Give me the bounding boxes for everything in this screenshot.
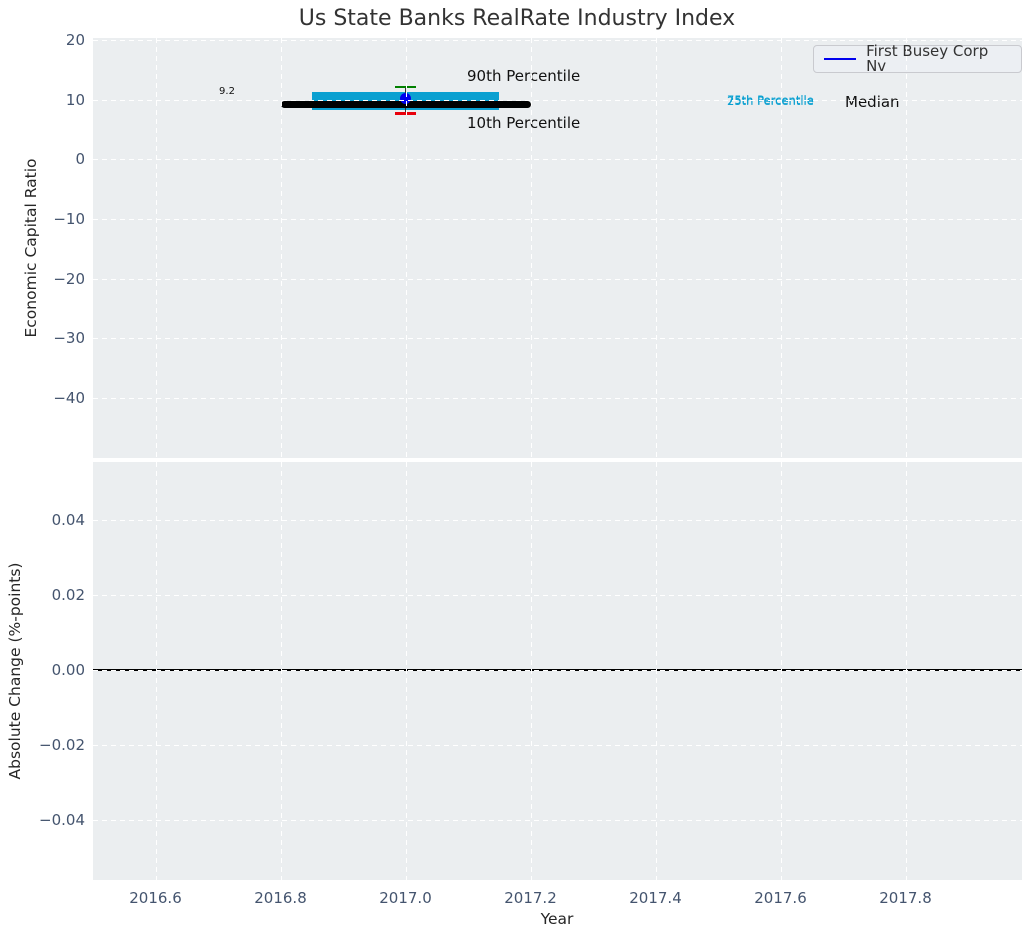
bottom-y-tick-label: 0.02 <box>51 586 85 604</box>
p25-annotation: 25th Percentile <box>727 94 814 108</box>
gridline-vertical <box>155 462 157 880</box>
bottom-y-tick-label: 0.04 <box>51 511 85 529</box>
x-tick-label: 2017.6 <box>754 889 807 907</box>
x-tick-label: 2016.6 <box>129 889 182 907</box>
chart-title: Us State Banks RealRate Industry Index <box>298 6 736 31</box>
x-tick-label: 2017.2 <box>504 889 557 907</box>
gridline-vertical <box>405 38 407 458</box>
top-y-tick-label: −10 <box>53 210 85 228</box>
gridline-horizontal <box>93 39 1022 41</box>
bottom-y-tick-label: 0.00 <box>51 661 85 679</box>
gridline-horizontal <box>93 278 1022 280</box>
x-tick-label: 2016.8 <box>254 889 307 907</box>
legend-line-swatch <box>824 57 857 61</box>
top-y-tick-label: −20 <box>53 269 85 288</box>
bottom-axes <box>93 462 1022 880</box>
gridline-vertical <box>780 38 782 458</box>
median-annotation: Median <box>845 93 900 111</box>
x-axis-label: Year <box>540 910 574 928</box>
gridline-vertical <box>780 462 782 880</box>
gridline-vertical <box>280 38 282 458</box>
gridline-vertical <box>280 462 282 880</box>
gridline-vertical <box>905 462 907 880</box>
bottom-y-tick-label: −0.04 <box>39 811 85 829</box>
gridline-horizontal <box>93 99 1022 101</box>
legend-label: First Busey Corp Nv <box>866 42 989 75</box>
p90-annotation: 90th Percentile <box>467 67 581 85</box>
gridline-horizontal <box>93 745 1022 746</box>
x-tick-label: 2017.0 <box>379 889 432 907</box>
gridline-vertical <box>655 462 657 880</box>
top-y-tick-label: −40 <box>53 389 85 408</box>
top-y-tick-label: 10 <box>65 90 85 109</box>
gridline-horizontal <box>93 338 1022 340</box>
gridline-vertical <box>530 462 532 880</box>
top-y-tick-label: 20 <box>65 30 85 49</box>
gridline-vertical <box>655 38 657 458</box>
gridline-horizontal <box>93 595 1022 596</box>
gridline-horizontal <box>93 520 1022 521</box>
p10-annotation: 10th Percentile <box>467 114 581 132</box>
gridline-horizontal <box>93 820 1022 821</box>
legend: First Busey Corp Nv <box>813 42 1022 75</box>
gridline-horizontal <box>93 398 1022 400</box>
x-tick-label: 2017.4 <box>629 889 682 907</box>
gridline-horizontal <box>93 219 1022 220</box>
gridline-vertical <box>405 462 407 880</box>
top-axes: 9.2 90th Percentile 10th Percentile 25th… <box>93 38 1022 458</box>
gridline-vertical <box>530 38 532 458</box>
top-y-tick-label: −30 <box>53 329 85 348</box>
bottom-y-tick-label: −0.02 <box>39 736 85 754</box>
gridline-vertical <box>155 38 157 458</box>
top-y-tick-label: 0 <box>75 150 85 169</box>
median-value-annotation: 9.2 <box>219 86 235 97</box>
x-tick-label: 2017.8 <box>879 889 932 907</box>
gridline-horizontal <box>93 159 1022 161</box>
gridline-horizontal <box>93 670 1022 671</box>
gridline-vertical <box>905 38 907 458</box>
